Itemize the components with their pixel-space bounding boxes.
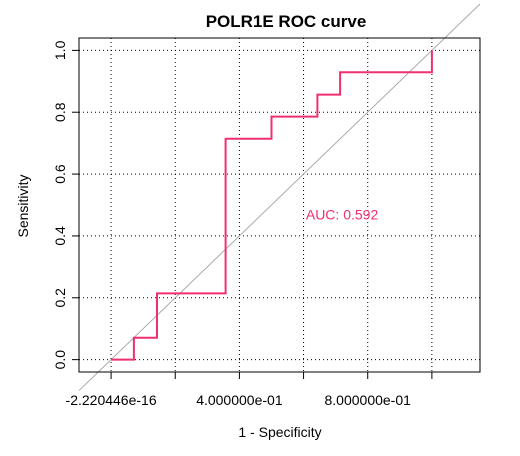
reference-diagonal-line: [78, 3, 481, 391]
y-tick-label: 0.6: [52, 164, 68, 184]
chart-title: POLR1E ROC curve: [206, 12, 367, 31]
auc-annotation: AUC: 0.592: [306, 206, 379, 222]
y-tick-label: 1.0: [52, 40, 68, 60]
y-tick-label: 0.0: [52, 350, 68, 370]
y-axis-label: Sensitivity: [15, 174, 31, 237]
roc-curve-line: [111, 50, 433, 361]
y-tick-label: 0.4: [52, 226, 68, 246]
x-axis: -2.220446e-16 4.000000e-01 8.000000e-01: [66, 372, 433, 408]
y-axis: 0.0 0.2 0.4 0.6 0.8 1.0: [52, 40, 79, 369]
x-tick-label: 8.000000e-01: [325, 392, 412, 408]
x-tick-label: -2.220446e-16: [66, 392, 157, 408]
grid: [79, 38, 480, 372]
plot-frame: [78, 37, 481, 373]
x-axis-label: 1 - Specificity: [238, 424, 321, 440]
y-tick-label: 0.8: [52, 102, 68, 122]
x-tick-label: 4.000000e-01: [196, 392, 283, 408]
y-tick-label: 0.2: [52, 288, 68, 308]
